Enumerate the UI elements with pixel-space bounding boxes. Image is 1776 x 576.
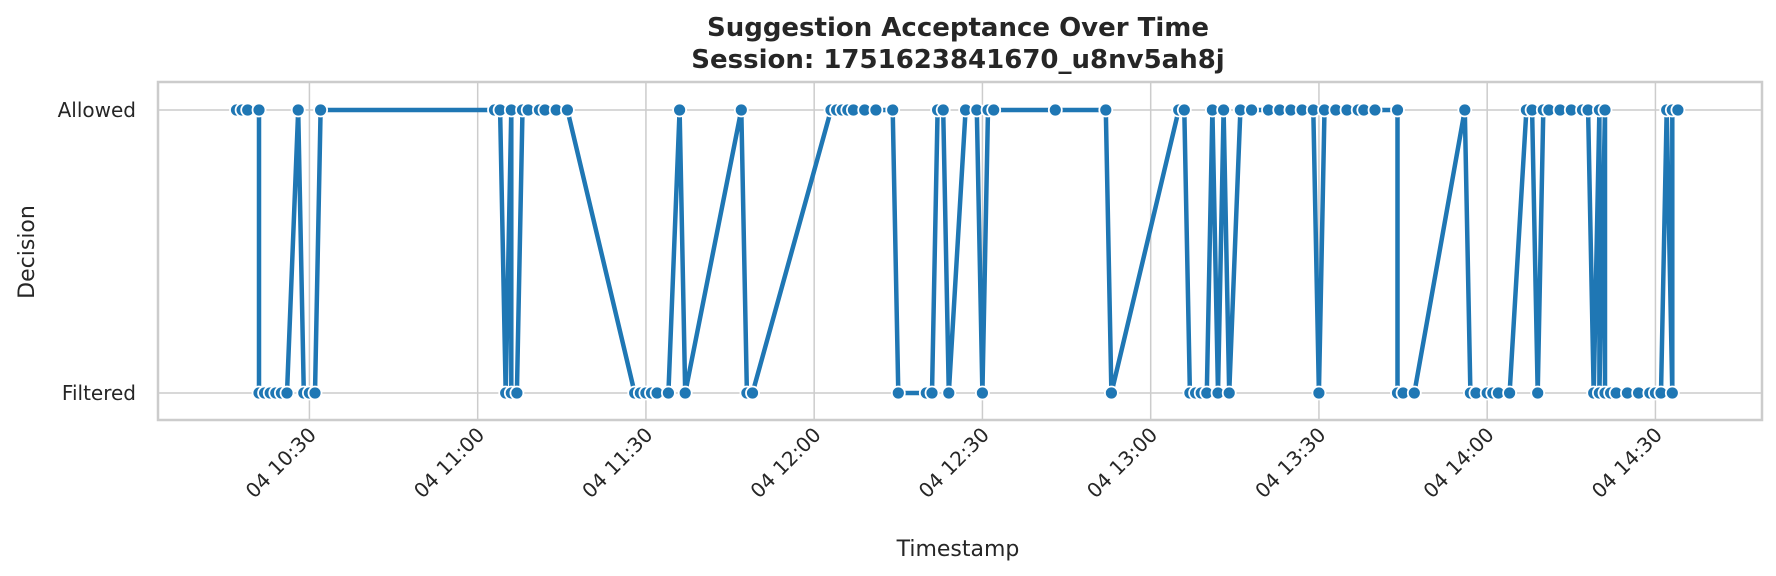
data-point bbox=[1406, 385, 1422, 401]
marker-layer bbox=[229, 102, 1686, 401]
data-point bbox=[1176, 102, 1192, 118]
data-point bbox=[1221, 385, 1237, 401]
series-line bbox=[234, 107, 1681, 396]
y-axis-label: Decision bbox=[15, 205, 40, 299]
data-point bbox=[924, 385, 940, 401]
x-tick-label: 04 10:30 bbox=[241, 423, 321, 503]
data-point bbox=[1390, 102, 1405, 118]
data-point bbox=[986, 102, 1002, 118]
data-point bbox=[509, 385, 525, 401]
data-point bbox=[290, 102, 306, 118]
data-point bbox=[745, 385, 760, 401]
data-point bbox=[1670, 102, 1686, 118]
y-tick-label: Allowed bbox=[58, 98, 136, 122]
data-point bbox=[677, 385, 693, 401]
data-point bbox=[733, 102, 749, 118]
x-tick-label: 04 12:30 bbox=[914, 423, 994, 503]
series-line-layer bbox=[234, 107, 1681, 396]
x-tick-label: 04 11:30 bbox=[577, 423, 657, 503]
data-point bbox=[935, 102, 951, 118]
data-point bbox=[1457, 102, 1473, 118]
data-point bbox=[1104, 385, 1119, 401]
x-tick-label: 04 13:00 bbox=[1082, 423, 1162, 503]
x-tick-label: 04 12:00 bbox=[745, 423, 825, 503]
data-point bbox=[868, 102, 884, 118]
data-point bbox=[1098, 102, 1114, 118]
data-point bbox=[661, 385, 676, 401]
data-point bbox=[1530, 385, 1546, 401]
data-point bbox=[975, 385, 990, 401]
data-point bbox=[1244, 102, 1259, 118]
data-point bbox=[1502, 385, 1517, 401]
plot-frame bbox=[156, 80, 1764, 422]
y-tick-labels: Filtered Allowed bbox=[58, 98, 136, 405]
x-axis-label: Timestamp bbox=[896, 537, 1020, 562]
chart-subtitle: Session: 1751623841670_u8nv5ah8j bbox=[691, 45, 1224, 75]
data-point bbox=[941, 385, 957, 401]
data-point bbox=[1664, 385, 1680, 401]
x-tick-label: 04 11:00 bbox=[409, 423, 489, 503]
x-tick-label: 04 13:30 bbox=[1250, 423, 1330, 503]
x-tick-label: 04 14:00 bbox=[1419, 423, 1499, 503]
data-point bbox=[1597, 102, 1613, 118]
y-tick-label: Filtered bbox=[62, 381, 136, 405]
data-point bbox=[1216, 102, 1231, 118]
data-point bbox=[279, 385, 295, 401]
x-tick-labels: 04 10:30 04 11:00 04 11:30 04 12:00 04 12:30… bbox=[241, 423, 1667, 503]
data-point bbox=[1311, 385, 1327, 401]
data-point bbox=[890, 385, 906, 401]
data-point bbox=[885, 102, 901, 118]
data-point bbox=[1367, 102, 1383, 118]
data-point bbox=[560, 102, 575, 118]
data-point bbox=[1047, 102, 1063, 118]
data-point bbox=[251, 102, 267, 118]
chart-title: Suggestion Acceptance Over Time bbox=[707, 13, 1209, 43]
data-point bbox=[672, 102, 687, 118]
data-point bbox=[307, 385, 323, 401]
x-tick-label: 04 14:30 bbox=[1587, 423, 1667, 503]
grid bbox=[158, 82, 1762, 420]
data-point bbox=[313, 102, 329, 118]
